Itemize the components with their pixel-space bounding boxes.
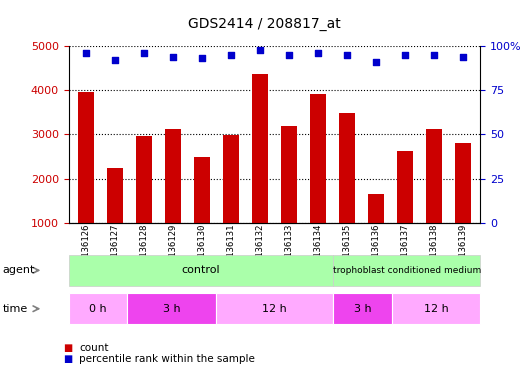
Bar (426, 129, 442, 223)
Point (430, 52, 438, 58)
Bar (368, 194, 384, 223)
Text: agent: agent (3, 265, 35, 275)
Point (82, 50, 90, 56)
Text: ■: ■ (63, 343, 73, 353)
Text: count: count (79, 343, 109, 353)
Bar (165, 129, 181, 223)
Bar (455, 143, 471, 223)
Text: percentile rank within the sample: percentile rank within the sample (79, 354, 255, 364)
Point (256, 46, 265, 53)
Bar (136, 136, 152, 223)
Bar (107, 168, 123, 223)
Text: time: time (3, 304, 28, 314)
Point (140, 50, 148, 56)
Point (111, 57, 119, 63)
Text: GDS2414 / 208817_at: GDS2414 / 208817_at (187, 17, 341, 31)
Bar (397, 151, 413, 223)
Text: trophoblast conditioned medium: trophoblast conditioned medium (333, 266, 481, 275)
Point (372, 59, 380, 65)
Bar (252, 74, 268, 223)
Point (285, 52, 293, 58)
Point (314, 50, 322, 56)
Bar (339, 113, 355, 223)
Text: 12 h: 12 h (424, 304, 449, 314)
Bar (194, 157, 210, 223)
Text: ■: ■ (63, 354, 73, 364)
Point (169, 54, 177, 60)
Point (459, 54, 467, 60)
Bar (78, 93, 94, 223)
Point (227, 52, 235, 58)
Text: 12 h: 12 h (262, 304, 287, 314)
Point (343, 52, 351, 58)
Bar (223, 135, 239, 223)
Text: 3 h: 3 h (163, 304, 181, 314)
Bar (281, 126, 297, 223)
Text: control: control (182, 265, 220, 275)
Point (401, 52, 409, 58)
Text: 3 h: 3 h (354, 304, 372, 314)
Bar (310, 94, 326, 223)
Point (198, 55, 206, 61)
Text: 0 h: 0 h (89, 304, 107, 314)
